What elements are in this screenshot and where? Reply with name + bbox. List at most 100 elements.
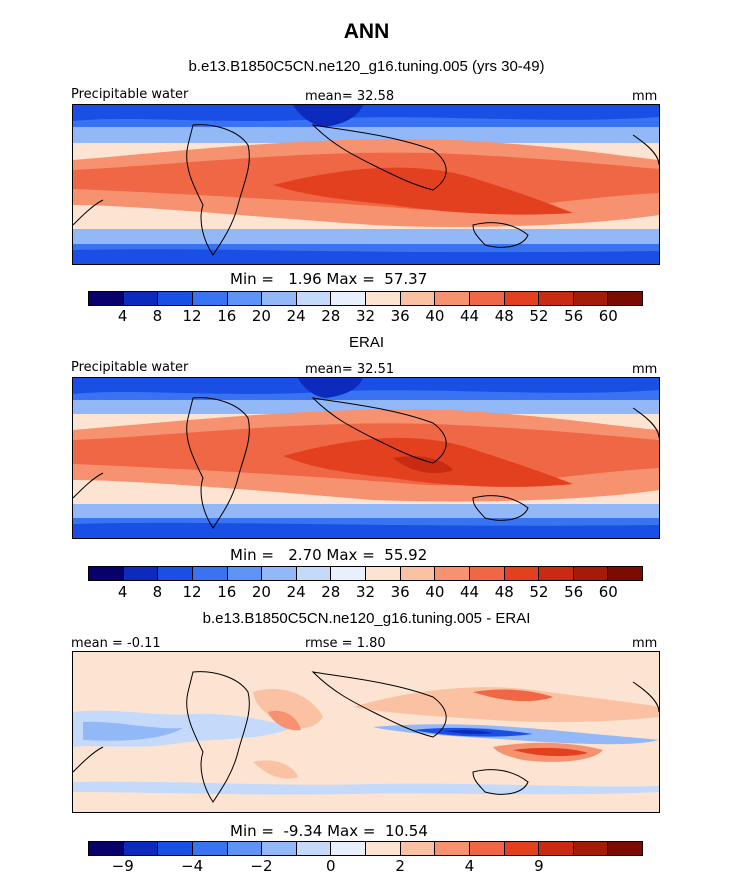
colorbar-tick-label: 20 [251,583,271,601]
colorbar-swatch [123,567,159,580]
panel-2-map [72,377,660,539]
panel-3-map [72,651,660,813]
colorbar-swatch [331,567,366,580]
colorbar-tick-label: 48 [494,583,514,601]
colorbar-swatch [89,842,124,855]
colorbar-swatch [262,842,297,855]
panel-1-colorbar [88,291,643,306]
colorbar-swatch [123,842,159,855]
panel-2-variable-label: Precipitable water [71,360,189,375]
panel-2-title: ERAI [348,334,384,351]
colorbar-tick-label: 40 [425,583,445,601]
panel-3-colorbar [88,841,643,856]
colorbar-swatch [366,842,401,855]
colorbar-swatch [227,842,263,855]
colorbar-tick-label: 24 [286,307,306,325]
panel-2-mean-label: mean= 32.51 [305,362,395,377]
colorbar-tick-label: 0 [326,857,336,875]
colorbar-swatch [608,292,642,305]
colorbar-tick-label: 12 [182,583,202,601]
colorbar-swatch [469,292,505,305]
colorbar-tick-label: 16 [217,307,237,325]
panel-2-colorbar [88,566,643,581]
colorbar-swatch [158,567,193,580]
panel-2-map-field [73,378,659,538]
colorbar-swatch [158,842,193,855]
panel-2-min-max: Min = 2.70 Max = 55.92 [230,546,428,564]
colorbar-swatch [227,292,263,305]
colorbar-swatch [158,292,193,305]
colorbar-tick-label: 24 [286,583,306,601]
colorbar-swatch [296,567,332,580]
colorbar-swatch [192,292,228,305]
colorbar-swatch [366,292,401,305]
colorbar-tick-label: 44 [460,307,480,325]
colorbar-tick-label: 4 [464,857,475,875]
colorbar-swatch [435,292,470,305]
colorbar-tick-label: 32 [355,583,376,601]
panel-1-colorbar-ticks: 4 8 12 16 20 24 28 32 36 40 44 48 52 56 60 [88,307,643,327]
colorbar-swatch [539,842,574,855]
colorbar-tick-label: 36 [390,307,410,325]
panel-3-map-field [73,652,659,812]
colorbar-swatch [400,292,436,305]
colorbar-swatch [227,567,263,580]
colorbar-swatch [504,567,540,580]
colorbar-tick-label: 32 [355,307,376,325]
colorbar-swatch [262,292,297,305]
colorbar-swatch [192,567,228,580]
colorbar-swatch [192,842,228,855]
colorbar-swatch [608,842,642,855]
colorbar-swatch [573,292,609,305]
panel-2-colorbar-ticks: 4 8 12 16 20 24 28 32 36 40 44 48 52 56 60 [88,583,643,603]
colorbar-tick-label: 8 [152,583,163,601]
colorbar-tick-label: 8 [152,307,163,325]
colorbar-tick-label: 52 [529,583,549,601]
colorbar-swatch [608,567,642,580]
panel-3-min-max: Min = -9.34 Max = 10.54 [230,822,428,840]
colorbar-swatch [539,567,574,580]
colorbar-swatch [435,842,470,855]
panel-3-colorbar-ticks: −9 −4 −2 0 2 4 9 [88,857,643,877]
colorbar-swatch [331,292,366,305]
panel-1-variable-label: Precipitable water [71,87,189,102]
colorbar-swatch [331,842,366,855]
colorbar-tick-label: 56 [564,583,584,601]
panel-3-rmse-label: rmse = 1.80 [305,636,386,651]
panel-1-map-field [73,105,659,264]
colorbar-swatch [89,292,124,305]
colorbar-tick-label: 4 [117,583,128,601]
colorbar-swatch [539,292,574,305]
colorbar-tick-label: −2 [250,857,273,875]
colorbar-swatch [573,842,609,855]
colorbar-swatch [469,567,505,580]
colorbar-tick-label: 44 [460,583,480,601]
colorbar-tick-label: 52 [529,307,549,325]
colorbar-swatch [262,567,297,580]
figure-title: ANN [343,20,390,43]
colorbar-swatch [366,567,401,580]
colorbar-tick-label: 60 [598,583,618,601]
colorbar-tick-label: 28 [321,307,341,325]
colorbar-tick-label: 28 [321,583,341,601]
colorbar-swatch [296,842,332,855]
colorbar-tick-label: 36 [390,583,410,601]
panel-1-map [72,104,660,265]
colorbar-swatch [435,567,470,580]
colorbar-tick-label: 12 [182,307,202,325]
colorbar-tick-label: 9 [534,857,544,875]
panel-3-title: b.e13.B1850C5CN.ne120_g16.tuning.005 - E… [202,610,531,627]
colorbar-tick-label: 2 [395,857,405,875]
colorbar-tick-label: 20 [251,307,271,325]
colorbar-swatch [400,567,436,580]
panel-1-mean-label: mean= 32.58 [305,89,395,104]
colorbar-swatch [504,842,540,855]
colorbar-tick-label: 56 [564,307,584,325]
colorbar-swatch [296,292,332,305]
colorbar-swatch [123,292,159,305]
colorbar-tick-label: −4 [181,857,204,875]
colorbar-tick-label: −9 [111,857,134,875]
panel-1-title: b.e13.B1850C5CN.ne120_g16.tuning.005 (yr… [188,58,545,75]
colorbar-swatch [504,292,540,305]
colorbar-tick-label: 60 [598,307,618,325]
